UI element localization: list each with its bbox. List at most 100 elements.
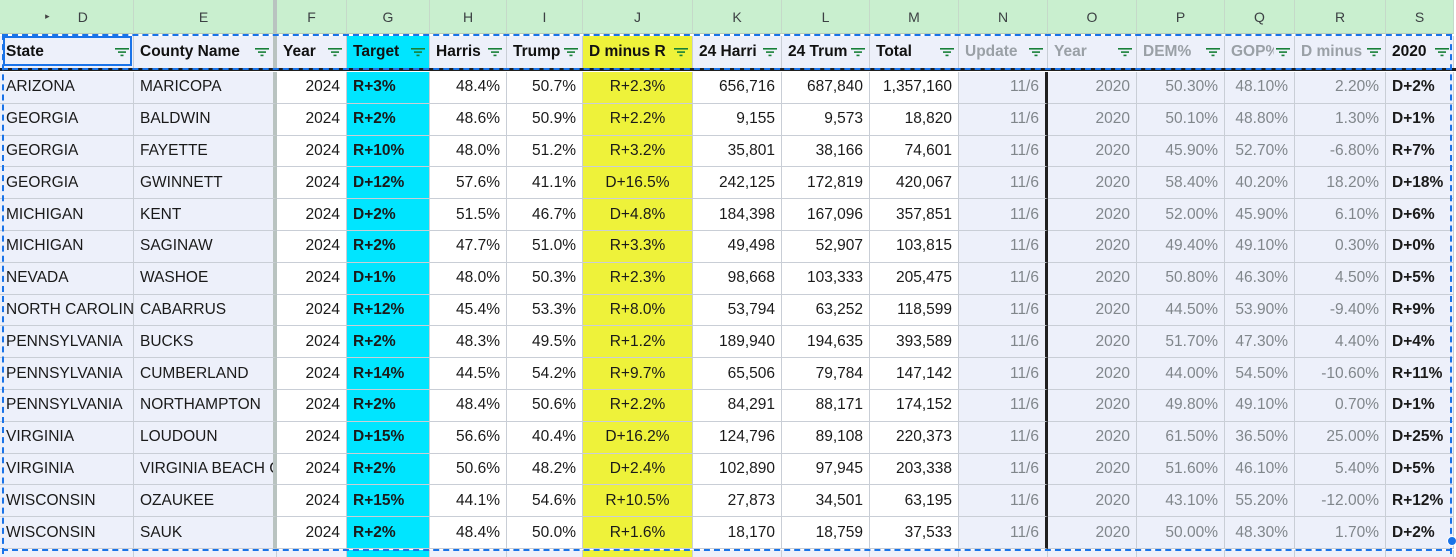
cell-harris[interactable]: 48.6% bbox=[430, 103, 507, 136]
cell-dem[interactable]: 61.50% bbox=[1137, 421, 1225, 454]
column-letter-I[interactable]: I bbox=[507, 0, 583, 34]
cell-year2020[interactable]: 2020 bbox=[1048, 199, 1137, 231]
cell-trump24[interactable]: 38,166 bbox=[782, 135, 870, 168]
cell-state[interactable]: WISCONSIN bbox=[0, 517, 134, 549]
cell-dminusr[interactable]: D+16.2% bbox=[583, 421, 693, 454]
cell-harris24[interactable]: 9,155 bbox=[693, 103, 782, 136]
cell-y2020[interactable]: D+1% bbox=[1386, 103, 1454, 136]
cell-trump[interactable]: 54.2% bbox=[507, 358, 583, 390]
cell-y2020[interactable]: D+5% bbox=[1386, 453, 1454, 486]
cell-trump[interactable]: 50.9% bbox=[507, 103, 583, 136]
cell-dminusr[interactable]: R+3.2% bbox=[583, 135, 693, 168]
cell-update[interactable]: 11/6 bbox=[959, 135, 1048, 168]
header-harris24[interactable]: 24 Harri bbox=[693, 36, 782, 68]
cell-dminus2020[interactable]: -10.60% bbox=[1295, 358, 1386, 390]
header-target[interactable]: Target bbox=[347, 36, 430, 68]
cell-total[interactable]: 220,373 bbox=[870, 421, 959, 454]
column-letter-O[interactable]: O bbox=[1048, 0, 1137, 34]
column-letter-J[interactable]: J bbox=[583, 0, 693, 34]
cell-trump24[interactable]: 687,840 bbox=[782, 72, 870, 104]
cell-harris24[interactable]: 27,873 bbox=[693, 485, 782, 518]
cell-year2020[interactable]: 2020 bbox=[1048, 453, 1137, 486]
cell-harris[interactable]: 48.4% bbox=[430, 389, 507, 422]
cell-county[interactable]: CABARRUS bbox=[134, 294, 277, 327]
cell-county[interactable]: KENT bbox=[134, 199, 277, 231]
cell-harris24[interactable]: 18,170 bbox=[693, 517, 782, 549]
cell-year2020[interactable]: 2020 bbox=[1048, 421, 1137, 454]
filter-icon[interactable] bbox=[1029, 47, 1043, 57]
cell-trump[interactable]: 51.2% bbox=[507, 135, 583, 168]
cell-year[interactable]: 2024 bbox=[277, 135, 347, 168]
cell-state[interactable]: MICHIGAN bbox=[0, 230, 134, 263]
cell-state[interactable]: PENNSYLVANIA bbox=[0, 389, 134, 422]
cell-gop[interactable]: 40.20% bbox=[1225, 167, 1295, 200]
cell-harris24[interactable]: 65,506 bbox=[693, 358, 782, 390]
cell-y2020[interactable]: D+6% bbox=[1386, 199, 1454, 231]
cell-harris24[interactable]: 35,801 bbox=[693, 135, 782, 168]
cell-total[interactable]: 118,599 bbox=[870, 294, 959, 327]
column-letter-D[interactable]: ▸ D bbox=[0, 0, 134, 34]
cell-dem[interactable]: 49.80% bbox=[1137, 389, 1225, 422]
cell-trump24[interactable]: 52,907 bbox=[782, 230, 870, 263]
cell-y2020[interactable]: D+0% bbox=[1386, 230, 1454, 263]
cell-year[interactable]: 2024 bbox=[277, 262, 347, 295]
filter-icon[interactable] bbox=[488, 47, 502, 57]
cell-year[interactable]: 2024 bbox=[277, 517, 347, 549]
cell-gop[interactable]: 49.10% bbox=[1225, 230, 1295, 263]
cell-harris24[interactable]: 189,940 bbox=[693, 326, 782, 359]
cell-y2020[interactable]: R+7% bbox=[1386, 135, 1454, 168]
filter-icon[interactable] bbox=[1206, 47, 1220, 57]
cell-trump24[interactable]: 172,819 bbox=[782, 167, 870, 200]
cell-year[interactable]: 2024 bbox=[277, 326, 347, 359]
column-letter-P[interactable]: P bbox=[1137, 0, 1225, 34]
cell-dminus2020[interactable]: -6.80% bbox=[1295, 135, 1386, 168]
cell-year[interactable]: 2024 bbox=[277, 453, 347, 486]
cell-dminus2020[interactable]: 1.30% bbox=[1295, 103, 1386, 136]
cell-harris[interactable]: 51.5% bbox=[430, 199, 507, 231]
cell-year2020[interactable]: 2020 bbox=[1048, 135, 1137, 168]
cell-dminusr[interactable]: R+2.2% bbox=[583, 389, 693, 422]
cell-y2020[interactable]: D+1% bbox=[1386, 389, 1454, 422]
cell-dem[interactable]: 52.00% bbox=[1137, 199, 1225, 231]
cell-update[interactable]: 11/6 bbox=[959, 230, 1048, 263]
cell-total[interactable]: 74,601 bbox=[870, 135, 959, 168]
cell-dem[interactable]: 50.10% bbox=[1137, 103, 1225, 136]
cell-gop[interactable]: 48.10% bbox=[1225, 72, 1295, 104]
header-harris[interactable]: Harris bbox=[430, 36, 507, 68]
cell-target[interactable]: D+1% bbox=[347, 262, 430, 295]
column-letter-G[interactable]: G bbox=[347, 0, 430, 34]
cell-gop[interactable]: 52.70% bbox=[1225, 135, 1295, 168]
cell-state[interactable]: PENNSYLVANIA bbox=[0, 358, 134, 390]
cell-year[interactable]: 2024 bbox=[277, 199, 347, 231]
cell-gop[interactable]: 47.30% bbox=[1225, 326, 1295, 359]
cell-year2020[interactable]: 2020 bbox=[1048, 262, 1137, 295]
cell-dem[interactable]: 51.60% bbox=[1137, 453, 1225, 486]
cell-harris[interactable]: 48.0% bbox=[430, 262, 507, 295]
cell-trump[interactable]: 51.0% bbox=[507, 230, 583, 263]
cell-trump24[interactable]: 18,759 bbox=[782, 517, 870, 549]
column-letter-E[interactable]: E bbox=[134, 0, 277, 34]
header-state[interactable]: State bbox=[0, 36, 134, 68]
cell-year2020[interactable]: 2020 bbox=[1048, 103, 1137, 136]
filter-icon[interactable] bbox=[674, 47, 688, 57]
cell-state[interactable]: GEORGIA bbox=[0, 167, 134, 200]
cell-trump24[interactable]: 34,501 bbox=[782, 485, 870, 518]
column-letter-M[interactable]: M bbox=[870, 0, 959, 34]
header-county[interactable]: County Name bbox=[134, 36, 277, 68]
cell-dem[interactable]: 43.10% bbox=[1137, 485, 1225, 518]
cell-dminus2020[interactable]: 0.70% bbox=[1295, 389, 1386, 422]
cell-gop[interactable]: 46.10% bbox=[1225, 453, 1295, 486]
cell-state[interactable]: NEVADA bbox=[0, 262, 134, 295]
cell-gop[interactable]: 36.50% bbox=[1225, 421, 1295, 454]
cell-total[interactable]: 205,475 bbox=[870, 262, 959, 295]
cell-year2020[interactable]: 2020 bbox=[1048, 485, 1137, 518]
cell-total[interactable]: 1,357,160 bbox=[870, 72, 959, 104]
cell-trump24[interactable]: 97,945 bbox=[782, 453, 870, 486]
cell-trump[interactable]: 40.4% bbox=[507, 421, 583, 454]
header-dminus2020[interactable]: D minus bbox=[1295, 36, 1386, 68]
header-gop[interactable]: GOP% bbox=[1225, 36, 1295, 68]
column-letter-H[interactable]: H bbox=[430, 0, 507, 34]
cell-total[interactable]: 174,152 bbox=[870, 389, 959, 422]
cell-county[interactable]: WASHOE bbox=[134, 262, 277, 295]
cell-state[interactable]: VIRGINIA bbox=[0, 453, 134, 486]
